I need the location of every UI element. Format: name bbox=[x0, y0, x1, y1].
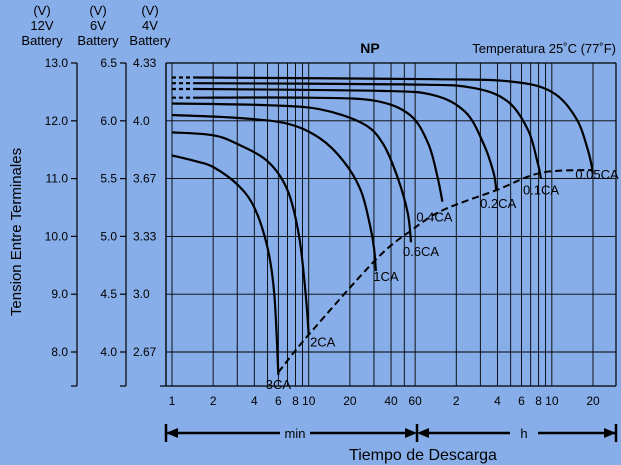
series-label-0.6CA: 0.6CA bbox=[403, 244, 439, 259]
y-tick-label: 3.0 bbox=[133, 287, 150, 301]
x-tick-label: 6 bbox=[275, 394, 282, 408]
y-tick-label: 4.33 bbox=[133, 56, 157, 70]
series-label-0.1CA: 0.1CA bbox=[523, 183, 559, 198]
y-axes: 13.0 12.0 11.0 10.0 9.0 8.0 6.5 6.0 5.5 5.0 4.5 4.0… bbox=[45, 56, 167, 387]
y-tick-label: 4.0 bbox=[133, 114, 150, 128]
time-bar-arrow-mid-left bbox=[417, 428, 429, 438]
cutoff-voltage-curve bbox=[277, 168, 594, 373]
x-axis-title: Tiempo de Descarga bbox=[349, 447, 497, 464]
y-tick-label: 8.0 bbox=[51, 345, 68, 359]
y-tick-label: 5.0 bbox=[100, 229, 117, 243]
y-axis-header-line: Battery bbox=[77, 33, 119, 48]
y-axis-header-line: 6V bbox=[90, 18, 106, 33]
time-unit-bar: min h bbox=[164, 424, 618, 442]
y-axis-header-line: Battery bbox=[21, 33, 63, 48]
y-tick-label: 10.0 bbox=[45, 229, 69, 243]
x-tick-label: 8 bbox=[292, 394, 299, 408]
y-axis-title: Tension Entre Terminales bbox=[8, 148, 25, 316]
series-labels: 3CA 2CA 1CA 0.6CA 0.4CA 0.2CA 0.1CA 0.05CA bbox=[266, 167, 619, 392]
x-tick-label: 2 bbox=[453, 394, 460, 408]
curve-1CA bbox=[171, 113, 377, 272]
x-tick-label: 10 bbox=[302, 394, 316, 408]
y-axis-header-line: (V) bbox=[141, 3, 158, 18]
series-label-1CA: 1CA bbox=[373, 269, 399, 284]
series-label-2CA: 2CA bbox=[310, 335, 336, 350]
x-tick-label: 8 bbox=[535, 394, 542, 408]
x-tick-label: 4 bbox=[494, 394, 501, 408]
chart-subtitle: Temperatura 25˚C (77˚F) bbox=[472, 41, 616, 56]
time-unit-h: h bbox=[520, 426, 527, 441]
plot-grid bbox=[165, 62, 617, 387]
curve-0.6CA bbox=[171, 102, 413, 243]
series-label-0.4CA: 0.4CA bbox=[416, 210, 452, 225]
y-tick-label: 11.0 bbox=[46, 172, 69, 186]
series-label-0.05CA: 0.05CA bbox=[575, 167, 619, 182]
time-bar-arrow-right bbox=[604, 428, 616, 438]
chart-title: NP bbox=[360, 40, 379, 56]
y-tick-label: 6.0 bbox=[100, 114, 117, 128]
series-label-3CA: 3CA bbox=[266, 377, 292, 392]
discharge-curves bbox=[171, 76, 595, 376]
curve-0.4CA bbox=[196, 96, 444, 202]
y-axis-header-line: Battery bbox=[129, 33, 171, 48]
x-tick-labels: 1 2 4 6 8 10 20 40 60 2 4 6 8 10 20 bbox=[169, 394, 600, 408]
y-tick-label: 4.5 bbox=[100, 287, 117, 301]
y-tick-label: 5.5 bbox=[100, 172, 117, 186]
y-tick-label: 13.0 bbox=[45, 56, 69, 70]
y-tick-label: 9.0 bbox=[51, 287, 68, 301]
curve-3CA bbox=[171, 154, 280, 376]
y-axis-header-line: (V) bbox=[89, 3, 106, 18]
x-tick-label: 10 bbox=[545, 394, 559, 408]
y-tick-label: 3.67 bbox=[133, 172, 157, 186]
y-axis-header-line: (V) bbox=[33, 3, 50, 18]
time-unit-min: min bbox=[285, 426, 306, 441]
cutoff-line bbox=[277, 168, 594, 373]
x-tick-label: 20 bbox=[343, 394, 357, 408]
y-tick-label: 6.5 bbox=[100, 56, 117, 70]
curve-0.05CA bbox=[196, 76, 595, 174]
x-tick-label: 20 bbox=[586, 394, 600, 408]
x-tick-label: 40 bbox=[384, 394, 398, 408]
y-tick-label: 12.0 bbox=[45, 114, 69, 128]
x-tick-label: 1 bbox=[169, 394, 176, 408]
y-axis-header-line: 4V bbox=[142, 18, 158, 33]
curve-0.2CA bbox=[196, 87, 498, 191]
curve-0.1CA bbox=[196, 82, 543, 179]
time-bar-arrow-left bbox=[166, 428, 178, 438]
x-tick-label: 6 bbox=[518, 394, 525, 408]
y-axis-header-line: 12V bbox=[30, 18, 53, 33]
curve-2CA bbox=[171, 131, 310, 335]
x-tick-label: 60 bbox=[408, 394, 422, 408]
x-tick-label: 2 bbox=[210, 394, 217, 408]
y-tick-label: 4.0 bbox=[100, 345, 117, 359]
y-tick-label: 2.67 bbox=[133, 345, 157, 359]
time-bar-arrow-mid-right bbox=[405, 428, 417, 438]
y-tick-label: 3.33 bbox=[133, 229, 157, 243]
x-tick-label: 4 bbox=[251, 394, 258, 408]
series-label-0.2CA: 0.2CA bbox=[480, 196, 516, 211]
